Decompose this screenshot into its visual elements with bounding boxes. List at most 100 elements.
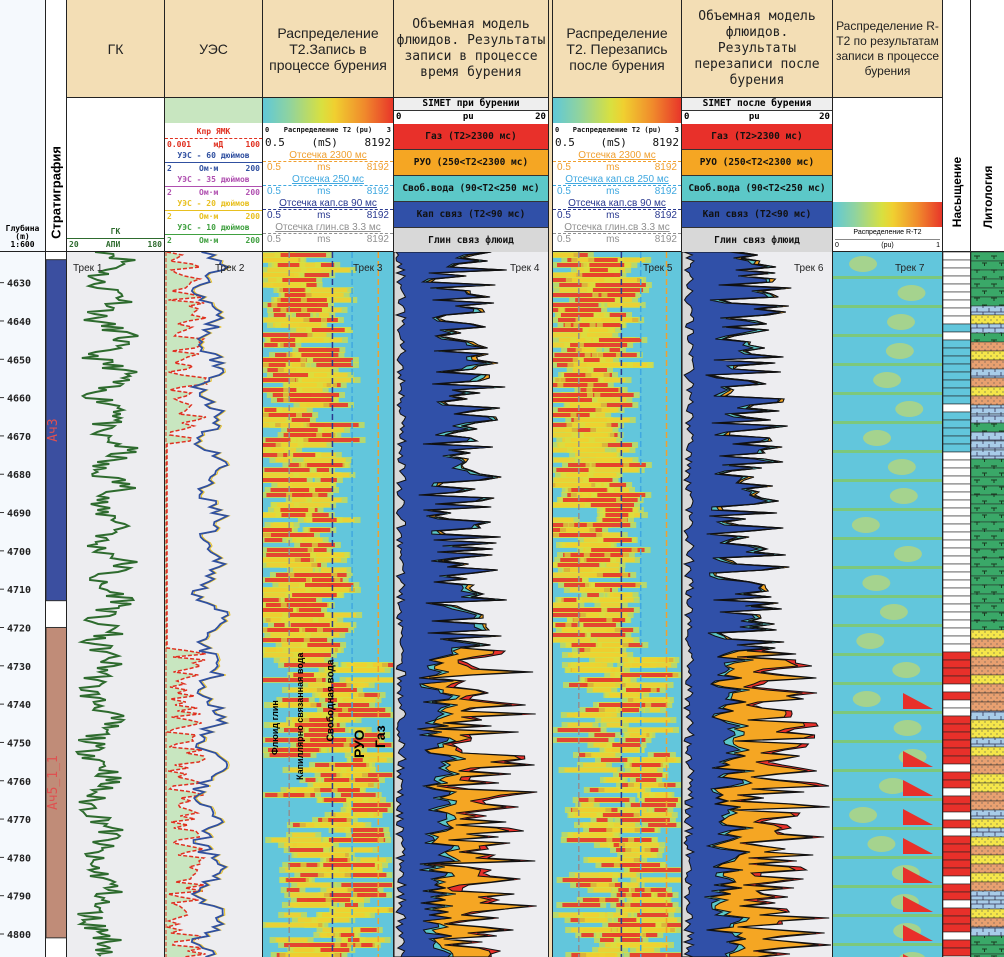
t2-heat-cell [270,338,296,342]
t2-heat-cell [293,453,316,457]
rt2-heatmap [833,256,942,957]
saturation-interval [943,699,971,709]
t2-heat-cell [582,328,608,332]
t2-heat-cell [589,268,608,272]
rt2-blob [895,401,924,417]
t2-heat-cell [612,743,641,747]
t2-heat-cell [316,298,352,302]
t2-heat-cell [325,698,337,702]
strat-unit [46,259,67,602]
t2-heat-cell [263,593,292,597]
t2-heat-cell [280,298,301,302]
t2-heat-cell [592,288,644,292]
t2-heat-cell [630,803,676,807]
saturation-interval [943,379,971,389]
t2-heat-cell [263,273,300,277]
t2-heat-cell [320,718,356,722]
t2-heat-cell [559,283,594,287]
t2-heat-cell [360,858,387,862]
t2-heat-cell [587,333,613,337]
lithology-interval [971,800,1004,811]
lithology-interval [971,755,1004,766]
rt2-band-separator [833,624,942,627]
t2-heat-cell [329,748,362,752]
t2-heat-cell [307,618,338,622]
saturation-interval [943,467,971,477]
t2-heat-cell [343,798,363,802]
t2-heat-cell [323,708,343,712]
ues-scale-value: Ом·м [199,188,219,197]
lithology-interval [971,575,1004,586]
t2-cutoff-line [553,185,681,186]
ues-scale-value: 0.001 [167,140,192,149]
t2-heat-cell [281,323,322,327]
t2-heat-cell [298,348,340,352]
t2-heat-cell [564,583,601,587]
lithology-interval [971,252,1004,262]
t2-heat-cell [616,943,668,947]
t2-heat-cell [600,603,622,607]
t2-cutoff-line [553,233,681,234]
t2-heat-cell [572,368,592,372]
t2-heat-cell [352,758,363,762]
t2-heat-cell [603,558,635,562]
t2-heat-cell [596,818,608,822]
t2-heat-cell [305,778,316,782]
rt2-band-separator [833,943,942,946]
annot-clay-fluid: Флюид глин [270,700,280,755]
t2-axis-scale: 0.5 (mS) 8192 [555,137,679,149]
t2-cutoff-name: Отсечка 2300 мс [289,150,367,161]
t2-heat-cell [607,303,640,307]
t2-heat-cell [590,503,634,507]
t2-heat-cell [630,768,658,772]
t2-heat-cell [277,483,331,487]
lithology-interval [971,422,1004,433]
saturation-interval [943,619,971,629]
ues-scale-value: 2 [167,236,172,245]
lithology-interval [971,638,1004,649]
lithology-interval [971,485,1004,496]
depth-tick-label: 4630 [7,279,31,290]
t2-heat-cell [263,258,299,262]
t2-cutoff-value: ms [606,234,620,245]
t2-heat-cell [263,388,284,392]
rt2-band-separator [833,798,942,801]
saturation-interval [943,891,971,901]
t2-heat-cell [590,633,626,637]
rt2-blob [879,604,908,620]
rt2-blob [862,575,891,591]
t2-heat-cell [569,403,601,407]
rt2-scale-unit: (pu) [881,242,894,249]
t2-heat-cell [653,753,670,757]
ues-curve-line [165,162,262,163]
t2-cutoff-value: ms [317,162,331,173]
t2-heat-cell [296,608,322,612]
t2-heat-cell [270,523,288,527]
rt2-blob [887,314,916,330]
t2-heat-cell [288,463,308,467]
ues-curve-name: УЭС - 20 дюймов [177,199,250,208]
rt2-track [833,252,942,957]
t2-heat-cell [312,518,337,522]
t2-heat-cell [596,883,609,887]
rt2-scale: 0 (pu) 1 [835,239,940,252]
lithology-interval [971,836,1004,847]
t2-heat-cell [587,678,623,682]
t2-heat-cell [319,933,334,937]
t2-heat-cell [637,913,669,917]
t2-heat-cell [605,748,639,752]
lithology-interval [971,440,1004,451]
t2-heat-cell [587,593,599,597]
rt2-blob [863,430,892,446]
saturation-interval [943,739,971,749]
strat-unit [46,626,67,939]
rt2-header: Распределение R-T2 по результатам записи… [833,0,942,98]
t2-heat-cell [351,808,388,812]
lithology-interval [971,908,1004,919]
rt2-blob [852,691,881,707]
ues-scale-value: 200 [245,164,260,173]
saturation-interval [943,763,971,773]
saturation-interval [943,571,971,581]
t2-heat-cell [605,508,633,512]
t2-heat-cell [263,418,287,422]
